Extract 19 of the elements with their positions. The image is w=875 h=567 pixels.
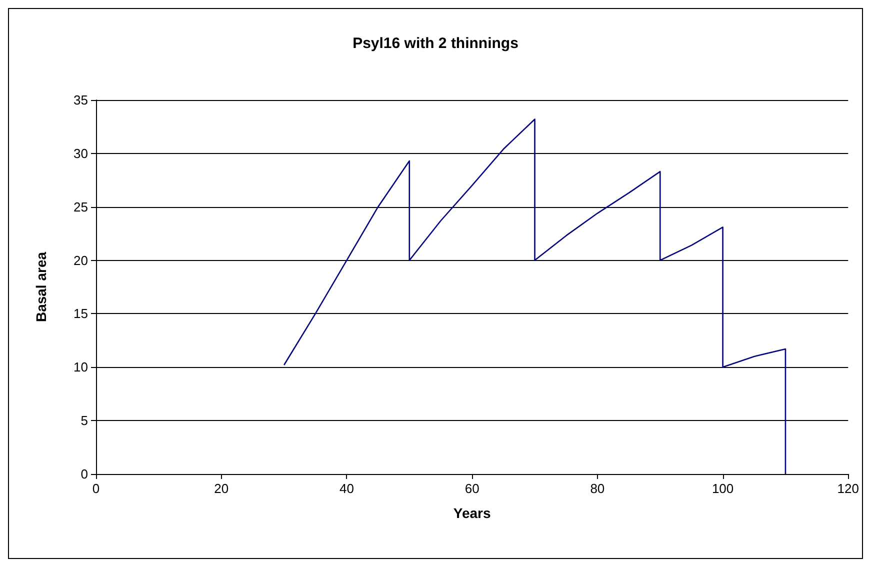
x-tick-label: 120: [837, 481, 860, 496]
x-tick-label: 60: [464, 481, 480, 496]
y-tick-label: 20: [74, 252, 88, 268]
y-tick-label: 0: [80, 466, 88, 482]
y-tick-label: 10: [74, 360, 88, 375]
x-tick-label: 100: [712, 481, 734, 496]
y-tick-label: 30: [74, 146, 88, 161]
y-tick-label: 35: [74, 92, 88, 108]
y-tick-label: 15: [74, 306, 88, 322]
x-tick-label: 80: [590, 481, 605, 496]
x-tick-label: 20: [214, 481, 229, 496]
x-axis-title: Years: [453, 505, 491, 521]
chart-title: Psyl16 with 2 thinnings: [352, 35, 518, 52]
line-series: [283, 118, 786, 475]
x-tick-label: 40: [339, 481, 354, 496]
x-tick-label: 0: [92, 481, 100, 496]
y-tick-label: 25: [74, 199, 88, 214]
y-tick-label: 5: [80, 413, 88, 428]
y-axis-title: Basal area: [33, 252, 49, 322]
